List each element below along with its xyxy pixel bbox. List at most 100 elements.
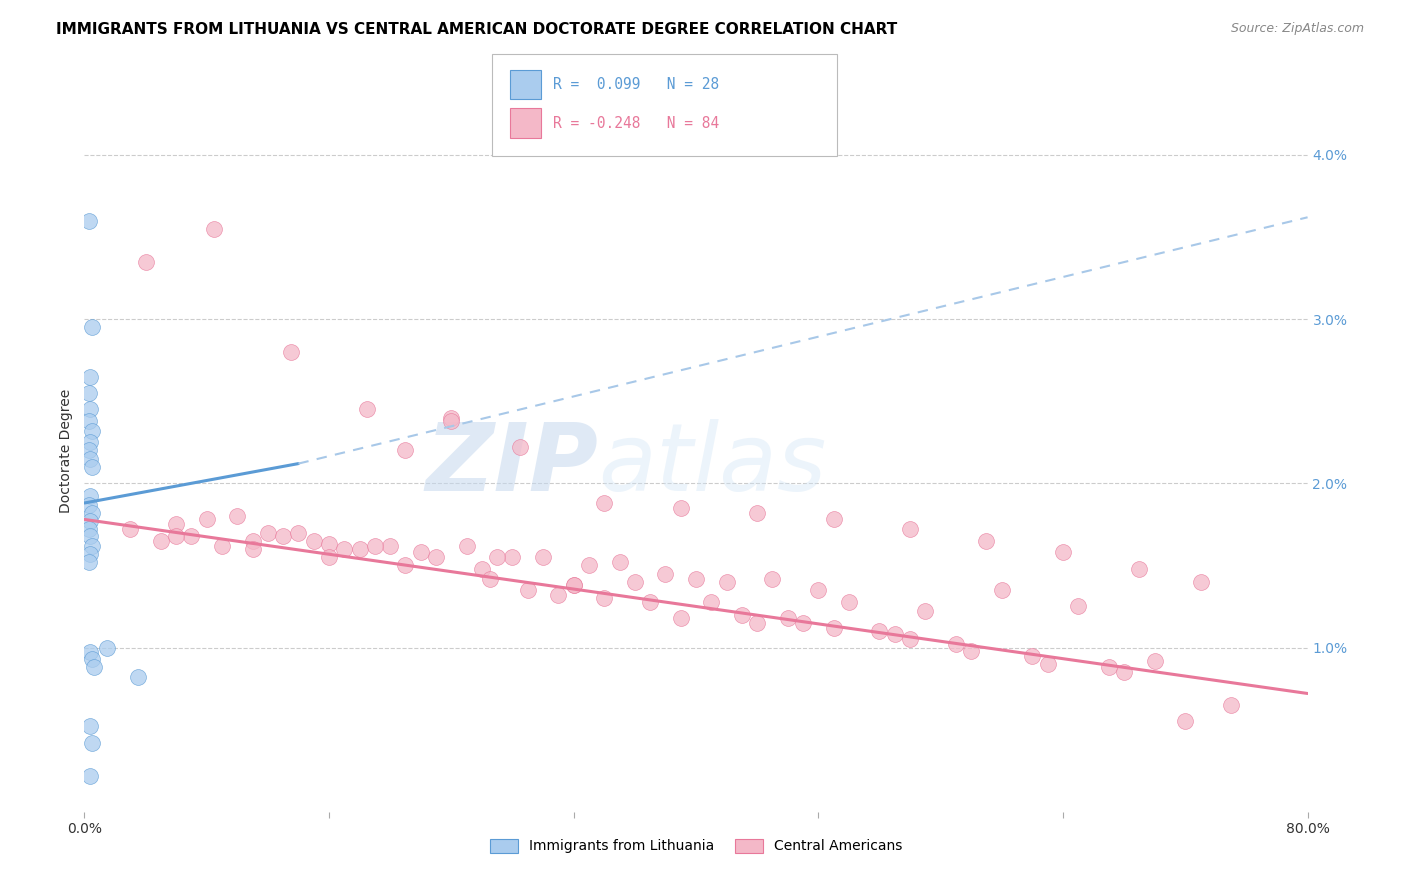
Point	[898, 522, 921, 536]
Point	[79, 369, 101, 384]
Point	[502, 550, 524, 565]
Point	[280, 345, 302, 359]
Point	[747, 615, 769, 630]
Point	[807, 582, 830, 597]
Point	[394, 443, 416, 458]
Point	[562, 578, 585, 592]
Point	[80, 652, 103, 666]
Point	[1220, 698, 1243, 712]
Point	[869, 624, 891, 639]
Point	[898, 632, 921, 647]
Point	[242, 541, 264, 556]
Point	[976, 533, 998, 548]
Point	[242, 533, 264, 548]
Point	[77, 522, 100, 536]
Point	[883, 627, 905, 641]
Point	[945, 637, 967, 651]
Point	[425, 550, 447, 565]
Point	[1021, 648, 1043, 663]
Point	[747, 506, 769, 520]
Point	[96, 640, 118, 655]
Point	[79, 514, 101, 528]
Point	[77, 498, 100, 512]
Point	[409, 545, 432, 559]
Point	[1189, 574, 1212, 589]
Text: R = -0.248   N = 84: R = -0.248 N = 84	[553, 116, 718, 130]
Point	[991, 582, 1014, 597]
Point	[776, 611, 799, 625]
Point	[471, 562, 494, 576]
Point	[364, 539, 387, 553]
Point	[531, 550, 554, 565]
Point	[195, 512, 218, 526]
Point	[380, 539, 402, 553]
Point	[226, 509, 249, 524]
Point	[356, 402, 378, 417]
Point	[456, 539, 478, 553]
Point	[1052, 545, 1074, 559]
Point	[302, 533, 325, 548]
Point	[149, 533, 172, 548]
Point	[914, 604, 936, 618]
Point	[716, 574, 738, 589]
Point	[516, 582, 538, 597]
Point	[1098, 660, 1121, 674]
Point	[79, 529, 101, 543]
Point	[624, 574, 647, 589]
Point	[593, 496, 616, 510]
Point	[1114, 665, 1136, 680]
Point	[80, 320, 103, 334]
Point	[478, 572, 501, 586]
Text: ZIP: ZIP	[425, 419, 598, 511]
Text: IMMIGRANTS FROM LITHUANIA VS CENTRAL AMERICAN DOCTORATE DEGREE CORRELATION CHART: IMMIGRANTS FROM LITHUANIA VS CENTRAL AME…	[56, 22, 897, 37]
Point	[287, 525, 309, 540]
Point	[202, 221, 225, 235]
Point	[509, 440, 531, 454]
Point	[271, 529, 294, 543]
Point	[165, 529, 187, 543]
Point	[180, 529, 202, 543]
Point	[349, 541, 371, 556]
Point	[1174, 714, 1197, 729]
Point	[120, 522, 142, 536]
Point	[127, 670, 149, 684]
Point	[77, 386, 100, 401]
Legend: Immigrants from Lithuania, Central Americans: Immigrants from Lithuania, Central Ameri…	[484, 833, 908, 859]
Point	[79, 645, 101, 659]
Text: R =  0.099   N = 28: R = 0.099 N = 28	[553, 78, 718, 92]
Point	[654, 566, 676, 581]
Point	[257, 525, 280, 540]
Point	[440, 410, 463, 425]
Point	[80, 424, 103, 438]
Text: atlas: atlas	[598, 419, 827, 510]
Point	[77, 443, 100, 458]
Point	[77, 414, 100, 428]
Point	[165, 517, 187, 532]
Point	[823, 621, 845, 635]
Point	[823, 512, 845, 526]
Point	[83, 660, 105, 674]
Text: Source: ZipAtlas.com: Source: ZipAtlas.com	[1230, 22, 1364, 36]
Point	[1143, 654, 1166, 668]
Point	[80, 506, 103, 520]
Y-axis label: Doctorate Degree: Doctorate Degree	[59, 388, 73, 513]
Point	[79, 435, 101, 450]
Point	[79, 769, 101, 783]
Point	[547, 588, 569, 602]
Point	[394, 558, 416, 573]
Point	[80, 539, 103, 553]
Point	[79, 719, 101, 733]
Point	[562, 578, 585, 592]
Point	[79, 451, 101, 466]
Point	[685, 572, 707, 586]
Point	[211, 539, 233, 553]
Point	[1128, 562, 1150, 576]
Point	[77, 555, 100, 569]
Point	[318, 537, 340, 551]
Point	[135, 254, 157, 268]
Point	[960, 644, 983, 658]
Point	[486, 550, 509, 565]
Point	[593, 591, 616, 606]
Point	[77, 213, 100, 227]
Point	[318, 550, 340, 565]
